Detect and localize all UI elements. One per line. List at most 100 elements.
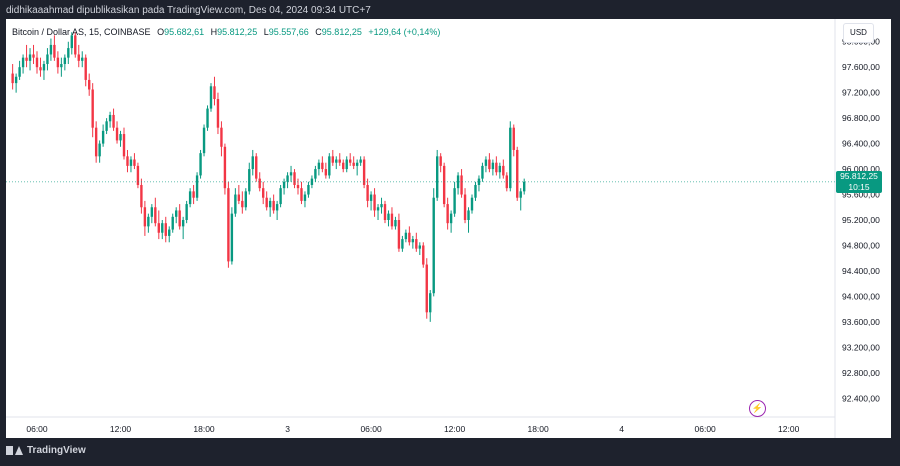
candle: [505, 172, 508, 192]
candle: [512, 124, 515, 157]
candle-body: [119, 134, 122, 141]
candle: [408, 226, 411, 246]
candle-body: [164, 223, 167, 236]
candle: [195, 172, 199, 201]
candle-body: [331, 156, 334, 163]
candle: [366, 178, 369, 208]
candle-body: [355, 162, 359, 166]
candle-body: [112, 114, 115, 128]
candle-body: [143, 207, 147, 227]
candle-body: [474, 184, 477, 198]
candle: [429, 290, 432, 322]
lightning-icon[interactable]: ⚡: [749, 400, 766, 417]
price-tick-label: 94.000,00: [842, 291, 880, 301]
candle-body: [383, 204, 387, 220]
candle-body: [206, 108, 209, 128]
candle-body: [345, 159, 348, 170]
candle-body: [498, 165, 502, 173]
candle-body: [516, 149, 519, 198]
candle: [161, 220, 164, 240]
candle: [394, 216, 397, 230]
candle-body: [46, 54, 49, 65]
candle-body: [408, 232, 411, 243]
candle-body: [227, 188, 230, 262]
candle-body: [335, 159, 338, 163]
price-tick-label: 94.400,00: [842, 266, 880, 276]
candle-body: [328, 156, 331, 176]
candle-body: [477, 178, 481, 185]
candle: [258, 172, 261, 192]
open-value: 95.682,61: [164, 27, 205, 37]
price-tick-label: 95.200,00: [842, 215, 880, 225]
candle: [463, 188, 467, 224]
candle: [519, 188, 522, 211]
candle-body: [512, 127, 515, 150]
candle: [46, 48, 49, 71]
currency-button[interactable]: USD: [843, 23, 874, 43]
candle-body: [376, 207, 380, 211]
candle-body: [272, 200, 275, 211]
candle-body: [84, 57, 87, 80]
candle-body: [32, 54, 35, 58]
candlestick-chart[interactable]: 92.400,00 92.800,00 93.200,00 93.600,00 94.0…: [6, 19, 891, 438]
candle-body: [150, 207, 154, 217]
candle-body: [70, 35, 73, 49]
candle-body: [467, 210, 470, 220]
candle-body: [390, 213, 394, 227]
candle-body: [248, 169, 251, 192]
candle: [188, 188, 192, 208]
candle-body: [523, 181, 526, 192]
candle: [14, 73, 18, 93]
candle: [268, 197, 272, 217]
candle: [328, 153, 331, 179]
time-tick-label: 12:00: [110, 424, 132, 434]
candle-body: [244, 191, 247, 208]
candle: [213, 76, 216, 106]
candle-body: [154, 207, 157, 224]
candle-body: [429, 293, 432, 313]
candle: [387, 210, 390, 227]
time-tick-label: 12:00: [778, 424, 800, 434]
candle-body: [401, 239, 404, 249]
candle-body: [129, 159, 133, 166]
candle: [206, 105, 209, 131]
candle-body: [422, 245, 425, 265]
candle: [317, 159, 321, 176]
candle-body: [115, 127, 119, 141]
candle: [248, 162, 251, 195]
candle-body: [439, 156, 442, 166]
candle: [230, 207, 234, 265]
candle-body: [481, 165, 484, 179]
candle-body: [25, 57, 28, 61]
candle: [126, 149, 129, 173]
candle-body: [307, 184, 310, 195]
price-tick-label: 92.800,00: [842, 368, 880, 378]
candle-body: [387, 213, 390, 220]
candle: [209, 83, 213, 112]
candle: [74, 32, 77, 58]
candle-body: [460, 175, 463, 195]
candle: [498, 162, 502, 179]
candle: [453, 181, 456, 217]
low-label: L: [263, 27, 269, 37]
candle: [150, 204, 154, 224]
candle: [154, 197, 157, 227]
candle: [397, 213, 401, 252]
candle: [380, 197, 383, 214]
price-tick-label: 96.400,00: [842, 139, 880, 149]
candle: [237, 184, 241, 205]
candle: [168, 226, 171, 243]
last-price-label: 95.812,25 10:15: [836, 170, 882, 193]
candle: [234, 188, 237, 217]
candle: [122, 127, 126, 160]
candle: [474, 181, 477, 201]
candle: [289, 165, 293, 182]
chart-pane[interactable]: 92.400,00 92.800,00 93.200,00 93.600,00 94.0…: [6, 19, 891, 438]
candle-body: [98, 143, 101, 157]
candle: [84, 54, 87, 87]
candle: [140, 178, 143, 214]
candle-body: [230, 213, 234, 262]
candle: [314, 165, 317, 182]
candle-body: [241, 200, 244, 208]
candle-body: [133, 159, 136, 166]
